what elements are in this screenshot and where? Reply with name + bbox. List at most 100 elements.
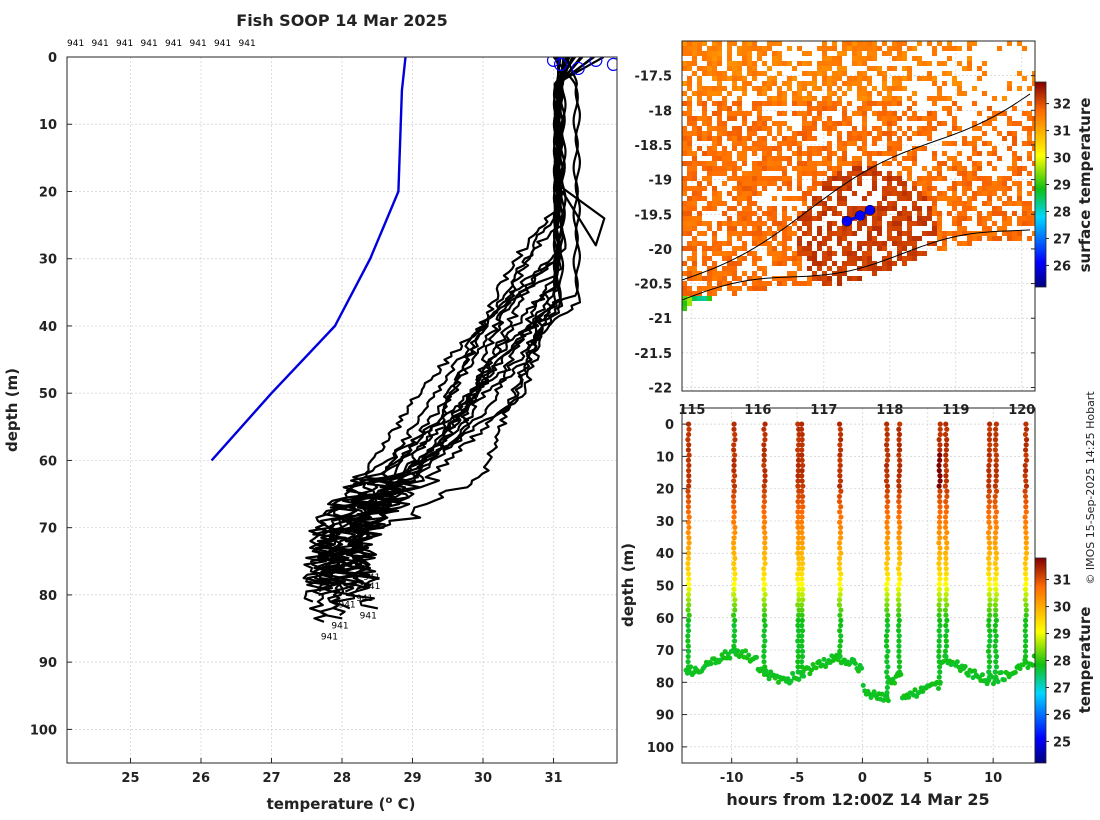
- sst-cell: [742, 231, 747, 236]
- sst-cell: [957, 221, 962, 226]
- sst-cell: [687, 61, 692, 66]
- cast-sample-dot: [937, 607, 943, 613]
- sst-cell: [782, 111, 787, 116]
- cast-sample-dot: [943, 457, 949, 463]
- sst-cell: [782, 96, 787, 101]
- sst-cell: [757, 101, 762, 106]
- sst-cell: [717, 81, 722, 86]
- cast-sample-dot: [837, 643, 843, 649]
- cast-sample-dot: [762, 555, 768, 561]
- cast-sample-dot: [838, 633, 844, 639]
- sst-cell: [737, 126, 742, 131]
- sst-cell: [832, 206, 837, 211]
- sst-cell: [847, 171, 852, 176]
- sst-cell: [967, 196, 972, 201]
- sst-cell: [877, 126, 882, 131]
- section-x-tick-label: 10: [984, 771, 1002, 786]
- map-y-tick-label: -17.5: [635, 70, 672, 85]
- sst-cell: [707, 271, 712, 276]
- sst-cell: [707, 51, 712, 56]
- sst-cell: [787, 156, 792, 161]
- sst-cell: [772, 256, 777, 261]
- cast-sample-dot: [885, 514, 891, 520]
- top-cast-label: 941: [92, 39, 109, 49]
- sst-cell: [857, 181, 862, 186]
- sst-cell: [937, 61, 942, 66]
- cast-sample-dot: [936, 560, 942, 567]
- sst-cell: [842, 226, 847, 231]
- sst-cell: [857, 171, 862, 176]
- sst-cell: [757, 241, 762, 246]
- sst-cell: [692, 271, 697, 276]
- sst-cell: [692, 166, 697, 171]
- sst-cell: [892, 141, 897, 146]
- cast-sample-dot: [986, 566, 992, 572]
- sst-cell: [852, 46, 857, 51]
- sst-cell: [807, 266, 812, 271]
- sst-cell: [992, 166, 997, 171]
- sst-cell: [687, 271, 692, 276]
- sst-cell: [882, 111, 887, 116]
- sst-cell: [937, 41, 942, 46]
- sst-cell: [807, 251, 812, 256]
- cast-sample-dot: [896, 633, 902, 639]
- cast-sample-dot: [896, 545, 903, 551]
- cast-sample-dot: [992, 535, 999, 541]
- map-x-tick-label: 116: [744, 403, 771, 418]
- sst-cell: [1007, 86, 1012, 91]
- sst-cell: [717, 271, 722, 276]
- sst-cell: [982, 91, 987, 96]
- sst-cell: [707, 121, 712, 126]
- sst-cell: [987, 191, 992, 196]
- sst-cell: [882, 101, 887, 106]
- cast-sample-dot: [943, 653, 949, 660]
- sst-cell: [682, 81, 687, 86]
- sst-cell: [747, 286, 752, 291]
- cast-sample-dot: [896, 664, 903, 670]
- sst-cell: [867, 251, 872, 256]
- cast-sample-dot: [937, 576, 943, 582]
- cast-sample-dot: [799, 555, 805, 561]
- sst-cell: [987, 196, 992, 201]
- sst-cell: [762, 161, 767, 166]
- bottom-sample-dot: [859, 665, 865, 671]
- cast-sample-dot: [799, 617, 805, 623]
- sst-cell: [712, 206, 717, 211]
- cast-sample-dot: [799, 442, 805, 448]
- sst-cell: [837, 266, 842, 271]
- cast-sample-dot: [943, 442, 949, 448]
- cast-sample-dot: [795, 462, 801, 469]
- cast-sample-dot: [796, 586, 802, 592]
- sst-cell: [992, 181, 997, 186]
- sst-cell: [702, 151, 707, 156]
- sst-cell: [717, 101, 722, 106]
- sst-cell: [742, 211, 747, 216]
- sst-cell: [732, 66, 737, 71]
- sst-cell: [897, 236, 902, 241]
- sst-cell: [797, 101, 802, 106]
- sst-cell: [742, 241, 747, 246]
- sst-cell: [842, 161, 847, 166]
- cast-sample-dot: [942, 483, 949, 489]
- cast-sample-dot: [761, 462, 767, 469]
- cast-sample-dot: [795, 617, 801, 623]
- sst-cell: [987, 121, 992, 126]
- cast-sample-dot: [993, 555, 999, 561]
- bottom-sample-dot: [775, 679, 781, 685]
- section-data: [683, 421, 1035, 704]
- sst-cell: [867, 66, 872, 71]
- sst-cell: [807, 146, 812, 151]
- sst-cell: [682, 111, 687, 116]
- cast-sample-dot: [762, 560, 768, 567]
- sst-cell: [982, 181, 987, 186]
- sst-cell: [902, 56, 907, 61]
- sst-cell: [852, 56, 857, 61]
- sst-cell: [802, 166, 807, 171]
- cast-sample-dot: [884, 437, 890, 443]
- sst-cell: [937, 171, 942, 176]
- cast-sample-dot: [836, 566, 843, 572]
- sst-cell: [802, 116, 807, 121]
- sst-cell: [702, 246, 707, 251]
- sst-cell: [927, 61, 932, 66]
- sst-cell: [787, 181, 792, 186]
